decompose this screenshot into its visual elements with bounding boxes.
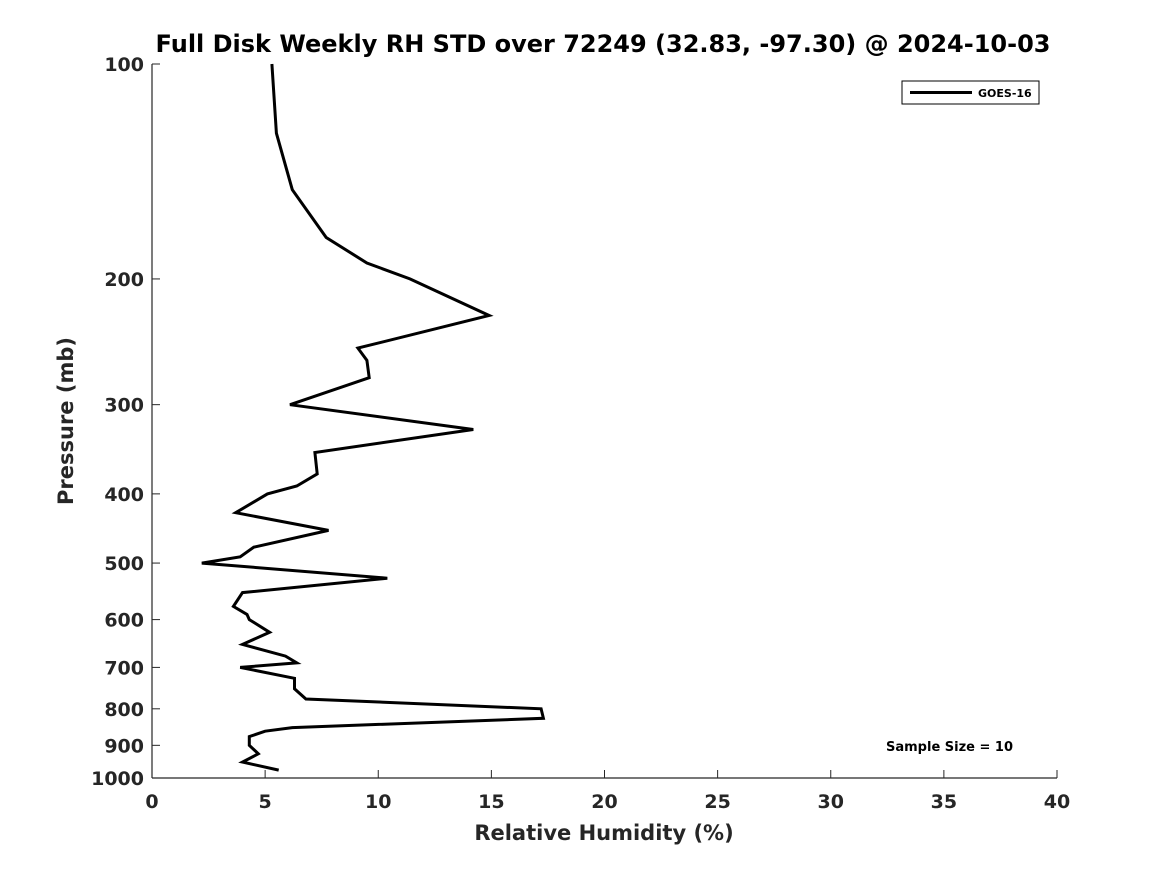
x-tick-label: 5 [259, 791, 272, 813]
x-tick-label: 10 [365, 791, 391, 813]
y-tick-label: 700 [104, 657, 144, 679]
x-tick-label: 25 [704, 791, 730, 813]
legend: GOES-16 [901, 80, 1040, 105]
y-tick-label: 800 [104, 699, 144, 721]
chart-title: Full Disk Weekly RH STD over 72249 (32.8… [156, 30, 1051, 58]
x-axis-label: Relative Humidity (%) [474, 821, 733, 845]
y-tick-label: 400 [104, 484, 144, 506]
series-layer [201, 63, 546, 772]
y-tick-label: 1000 [91, 768, 144, 790]
y-tick-label: 600 [104, 610, 144, 632]
y-tick-label: 500 [104, 553, 144, 575]
x-tick-label: 35 [931, 791, 957, 813]
x-tick-label: 30 [818, 791, 844, 813]
axes: 0 5 10 15 20 25 30 35 40 100 200 300 400 500 600 700 800… [91, 54, 1070, 813]
legend-label-goes-16: GOES-16 [978, 87, 1032, 100]
y-tick-label: 100 [104, 54, 144, 76]
x-tick-label: 20 [591, 791, 617, 813]
y-tick-label: 300 [104, 395, 144, 417]
y-axis-label: Pressure (mb) [54, 337, 78, 505]
series-line-goes-16 [201, 63, 546, 772]
x-tick-label: 15 [478, 791, 504, 813]
y-tick-label: 900 [104, 735, 144, 757]
x-tick-label: 40 [1044, 791, 1070, 813]
sample-size-annotation: Sample Size = 10 [886, 740, 1013, 755]
x-tick-label: 0 [145, 791, 158, 813]
y-tick-label: 200 [104, 269, 144, 291]
